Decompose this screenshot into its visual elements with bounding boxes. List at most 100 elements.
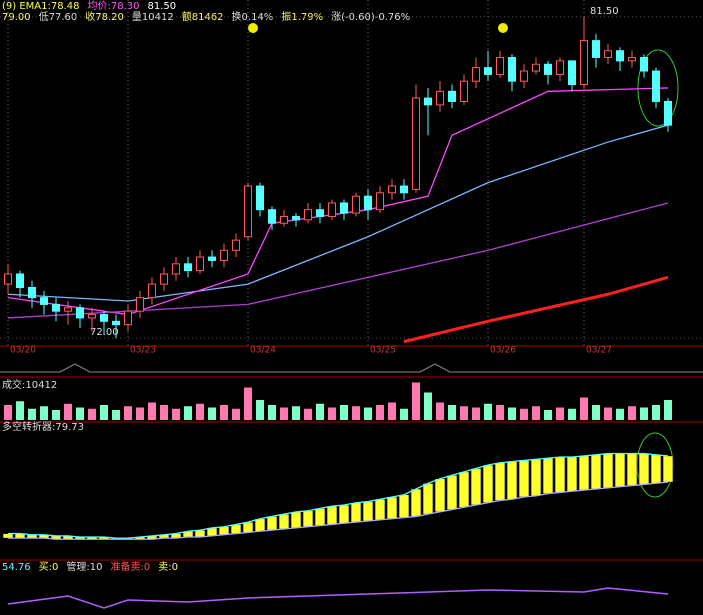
- candle-body: [136, 297, 144, 312]
- candle-body: [160, 273, 168, 285]
- volume-bar: [28, 408, 36, 420]
- indicator-line: [8, 481, 669, 540]
- volume-bar: [388, 402, 396, 420]
- indicator-bar: [446, 474, 458, 510]
- indicator-bar: [626, 453, 638, 486]
- header-item: 81.50: [148, 1, 177, 12]
- volume-bar: [280, 407, 288, 420]
- volume-bar: [76, 407, 84, 420]
- candle-body: [40, 297, 48, 305]
- date-label: 03/26: [490, 346, 516, 356]
- volume-bar: [244, 387, 252, 420]
- volume-bar: [100, 405, 108, 420]
- header-item: 管理:10: [66, 560, 102, 573]
- volume-bar: [316, 403, 324, 420]
- header-item: 79.00: [2, 12, 31, 23]
- volume-bar: [604, 407, 612, 420]
- volume-bar: [460, 406, 468, 420]
- header-item: 卖:0: [158, 561, 178, 573]
- volume-bar: [376, 405, 384, 420]
- volume-bar: [136, 407, 144, 420]
- indicator-bar: [350, 502, 362, 523]
- volume-bar: [292, 406, 300, 420]
- candle-body: [424, 97, 432, 106]
- volume-bar: [52, 410, 60, 420]
- volume-bar: [400, 408, 408, 420]
- signal-dot: [498, 23, 508, 33]
- header-item: 低77.60: [39, 10, 78, 23]
- indicator-bar: [242, 521, 254, 533]
- candle-body: [148, 283, 156, 299]
- indicator-bar: [566, 456, 578, 492]
- indicator-bar: [434, 478, 446, 513]
- candle-body: [496, 57, 504, 75]
- volume-bar: [544, 410, 552, 420]
- header-item: 买:0: [39, 561, 59, 573]
- indicator-line: [403, 275, 669, 344]
- indicator-line: [7, 202, 669, 319]
- indicator-bar: [506, 461, 518, 500]
- candle-body: [568, 60, 576, 86]
- indicator-bar: [2, 533, 14, 539]
- volume-bar: [172, 408, 180, 420]
- candle-body: [4, 273, 12, 285]
- indicator-bar: [314, 508, 326, 526]
- candle-body: [616, 50, 624, 62]
- candle-body: [364, 195, 372, 211]
- candle-body: [64, 307, 72, 312]
- volume-bar: [184, 406, 192, 420]
- candle-body: [292, 215, 300, 221]
- indicator-bar: [302, 510, 314, 528]
- candle-body: [604, 50, 612, 58]
- indicator-bar: [458, 471, 470, 508]
- signal-dot: [248, 23, 258, 33]
- candle-body: [196, 256, 204, 272]
- volume-bar: [340, 405, 348, 420]
- candle-body: [436, 90, 444, 106]
- candle-body: [208, 256, 216, 261]
- candle-body: [28, 287, 36, 299]
- candle-body: [592, 40, 600, 58]
- header-item: 涨(-0.60)-0.76%: [331, 11, 410, 23]
- candle-body: [76, 307, 84, 319]
- volume-bar: [232, 408, 240, 420]
- candle-body: [508, 57, 516, 82]
- indicator-bar: [578, 455, 590, 491]
- volume-bar: [16, 401, 24, 420]
- candle-body: [664, 100, 672, 126]
- panel-label: 多空转折器:79.73: [2, 420, 84, 433]
- indicator-bar: [230, 524, 242, 534]
- range-bar: [0, 363, 703, 373]
- volume-bar: [352, 406, 360, 420]
- candle-body: [124, 310, 132, 326]
- volume-bar: [424, 392, 432, 420]
- candle-body: [220, 249, 228, 261]
- candle-body: [16, 273, 24, 288]
- volume-bar: [196, 403, 204, 420]
- candle-body: [484, 67, 492, 75]
- header-item: 额81462: [182, 10, 224, 23]
- panel-label: 成交:10412: [2, 378, 57, 391]
- indicator-bar: [326, 505, 338, 525]
- volume-bar: [364, 407, 372, 420]
- date-label: 03/20: [10, 346, 36, 356]
- candle-body: [580, 40, 588, 86]
- indicator-bar: [386, 496, 398, 520]
- volume-bar: [640, 407, 648, 420]
- candle-body: [388, 185, 396, 194]
- candle-body: [544, 63, 552, 75]
- indicator-bar: [542, 457, 554, 494]
- indicator-bar: [482, 464, 494, 504]
- candle-body: [400, 185, 408, 194]
- highlight-ellipse: [637, 49, 679, 127]
- header-item: 54.76: [2, 562, 31, 573]
- indicator-bar: [290, 511, 302, 529]
- candle-body: [328, 202, 336, 217]
- header-item: (9) EMA1:78.48: [2, 1, 80, 12]
- indicator-bar: [494, 462, 506, 501]
- volume-bar: [160, 405, 168, 420]
- candle-body: [112, 320, 120, 326]
- candle-body: [316, 209, 324, 217]
- volume-bar: [220, 405, 228, 420]
